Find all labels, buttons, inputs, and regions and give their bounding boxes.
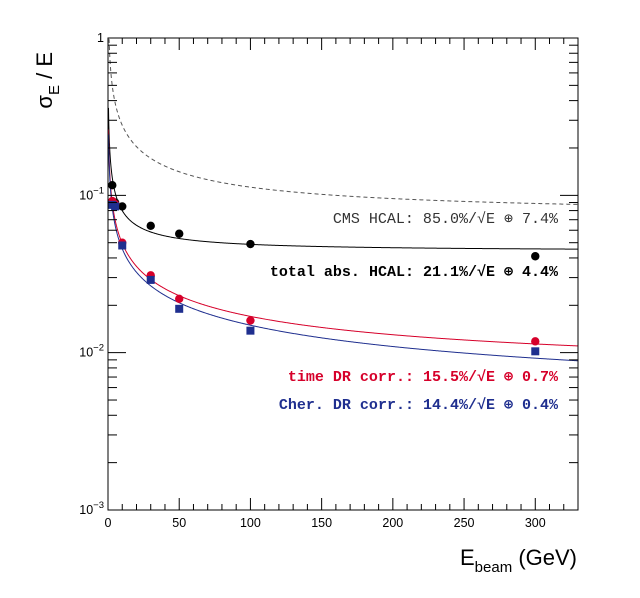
fit-curve-cms-hcal	[108, 39, 579, 205]
x-tick-label: 0	[105, 516, 112, 530]
data-point	[118, 202, 127, 211]
x-tick-label: 300	[525, 516, 546, 530]
data-point	[146, 221, 155, 231]
x-axis-title: Ebeam (GeV)	[460, 545, 577, 576]
legend-entry: Cher. DR corr.: 14.4%/√E ⊕ 0.4%	[279, 397, 559, 414]
fit-curve-cher-dr-corr-	[108, 134, 579, 362]
y-axis-title: σE / E	[32, 52, 63, 109]
data-point	[111, 202, 120, 211]
x-tick-label: 150	[311, 516, 332, 530]
x-tick-label: 50	[172, 516, 186, 530]
fit-curve-time-dr-corr-	[108, 129, 579, 347]
data-point	[175, 229, 184, 238]
data-point	[246, 239, 255, 249]
y-tick-label: 1	[97, 31, 104, 45]
y-tick-label: 10−3	[79, 500, 104, 517]
data-point	[118, 241, 127, 250]
legend: CMS HCAL: 85.0%/√E ⊕ 7.4% total abs. HCAL…	[270, 210, 559, 414]
data-point	[246, 326, 255, 335]
y-tick-label: 10−1	[79, 185, 104, 202]
y-tick-label: 10−2	[79, 343, 104, 360]
data-point	[146, 275, 155, 284]
data-point	[175, 294, 184, 303]
data-point	[531, 337, 540, 346]
data-point	[175, 304, 184, 313]
plot-frame	[107, 37, 579, 511]
x-tick-label: 200	[382, 516, 403, 530]
data-point	[531, 252, 540, 261]
x-tick-label: 250	[454, 516, 475, 530]
x-tick-label: 100	[240, 516, 261, 530]
legend-entry: total abs. HCAL: 21.1%/√E ⊕ 4.4%	[270, 264, 559, 281]
legend-entry: time DR corr.: 15.5%/√E ⊕ 0.7%	[288, 369, 559, 386]
data-point	[108, 180, 117, 190]
data-point	[531, 347, 540, 356]
plot-border	[107, 37, 579, 511]
y-axis-ticks: 1 10−1 10−2 10−3	[79, 31, 578, 517]
x-axis-ticks: 0 50 100 150 200 250 300	[105, 38, 579, 530]
data-point	[246, 316, 255, 325]
legend-entry: CMS HCAL: 85.0%/√E ⊕ 7.4%	[333, 210, 559, 228]
